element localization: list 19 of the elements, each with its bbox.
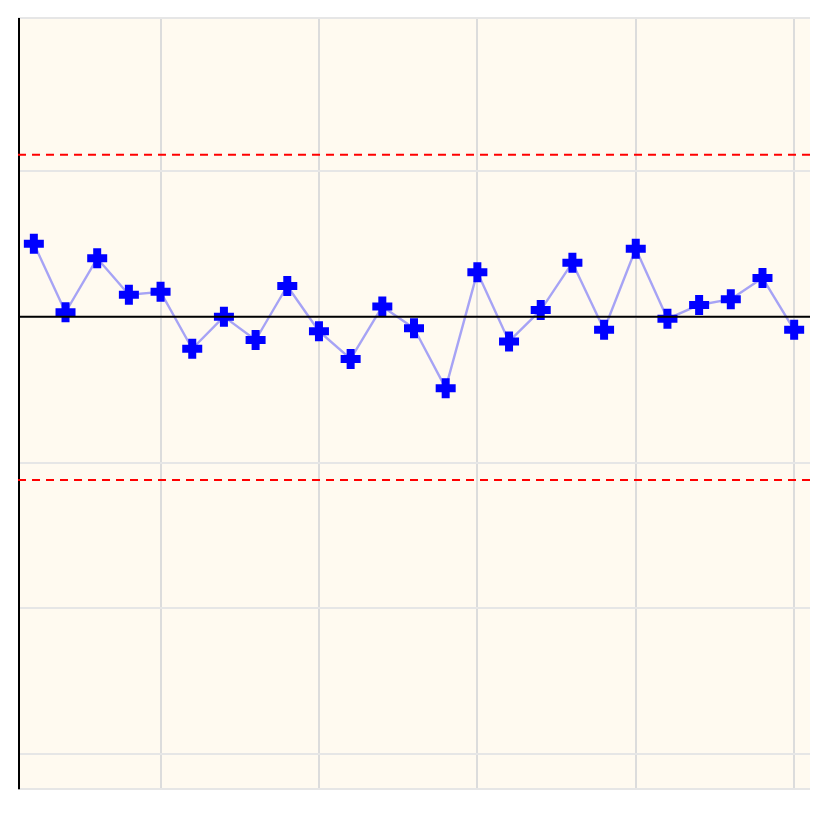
point <box>19 229 48 258</box>
point <box>273 272 302 300</box>
point <box>209 302 238 331</box>
point <box>716 285 745 314</box>
point <box>621 234 650 263</box>
point <box>304 317 333 346</box>
point <box>495 327 524 356</box>
point <box>590 315 619 344</box>
point <box>51 298 80 327</box>
point <box>400 314 428 343</box>
point <box>653 304 682 333</box>
point <box>463 258 492 287</box>
point <box>558 248 587 277</box>
point <box>83 244 112 273</box>
point <box>431 374 460 403</box>
point <box>780 315 809 344</box>
point <box>146 277 175 306</box>
point <box>114 280 143 309</box>
point <box>178 334 207 363</box>
